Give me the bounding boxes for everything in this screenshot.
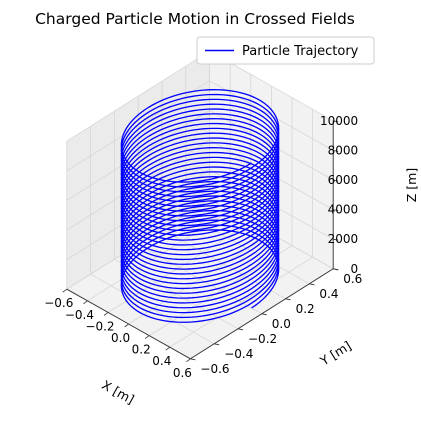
grid-line-z	[209, 198, 334, 270]
z-tick-mark	[333, 268, 339, 271]
z-tick-mark	[333, 120, 339, 123]
y-tick-label: −0.4	[224, 347, 253, 361]
y-tick-mark	[285, 298, 291, 301]
z-tick-label: 4000	[328, 203, 359, 217]
x-tick-label: 0.2	[132, 343, 151, 357]
y-axis-label: Y [m]	[317, 338, 354, 369]
z-tick-mark	[333, 209, 339, 211]
x-tick-mark	[144, 335, 150, 339]
tick-labels: −0.6−0.4−0.20.00.20.40.6 −0.6−0.4−0.20.00…	[44, 114, 362, 380]
z-axis-label: Z [m]	[404, 168, 419, 202]
legend-entry-label: Particle Trajectory	[242, 44, 359, 59]
x-tick-mark	[124, 323, 129, 328]
y-tick-label: −0.6	[200, 362, 229, 376]
z-tick-label: 2000	[328, 232, 359, 246]
grid-line-z	[66, 110, 210, 201]
y-tick-mark	[214, 343, 220, 346]
y-tick-label: 0.6	[343, 272, 362, 286]
z-tick-mark	[333, 179, 339, 182]
y-tick-label: 0.4	[319, 287, 338, 301]
grid-line-z	[209, 139, 334, 210]
z-tick-label: 10000	[320, 114, 358, 128]
x-axis-label: X [m]	[99, 377, 136, 407]
grid-line-y	[138, 243, 262, 315]
z-tick-label: 6000	[328, 173, 359, 187]
x-tick-mark	[62, 288, 68, 293]
x-tick-mark	[186, 358, 191, 363]
grid-line-z	[66, 50, 210, 142]
x-tick-mark	[165, 346, 171, 351]
z-tick-mark	[333, 238, 339, 241]
legend: Particle Trajectory	[196, 36, 375, 65]
y-tick-mark	[261, 313, 267, 316]
x-tick-label: −0.2	[85, 319, 114, 333]
x-tick-label: 0.6	[173, 366, 192, 380]
z-tick-mark	[333, 150, 339, 152]
trajectory-curve	[120, 89, 280, 323]
x-tick-label: 0.0	[111, 331, 130, 345]
trajectory-line	[120, 89, 280, 323]
x-tick-mark	[83, 300, 88, 305]
x-tick-mark	[103, 312, 109, 316]
x-tick-label: −0.4	[65, 308, 94, 322]
z-tick-label: 0	[351, 262, 359, 276]
chart-title: Charged Particle Motion in Crossed Field…	[35, 10, 355, 28]
y-tick-label: 0.2	[296, 302, 315, 316]
y-tick-mark	[190, 358, 196, 361]
grid-line-z	[66, 80, 210, 172]
grid-line-z	[209, 110, 334, 181]
y-tick-mark	[237, 328, 244, 331]
grid-line-z	[209, 169, 334, 240]
y-tick-label: −0.2	[248, 332, 277, 346]
x-tick-label: 0.4	[152, 354, 171, 368]
legend-box	[196, 36, 375, 65]
y-tick-label: 0.0	[272, 317, 291, 331]
grid-line-y	[90, 273, 215, 345]
y-tick-mark	[309, 283, 315, 286]
z-tick-label: 8000	[328, 143, 359, 157]
x-tick-label: −0.6	[44, 296, 73, 310]
